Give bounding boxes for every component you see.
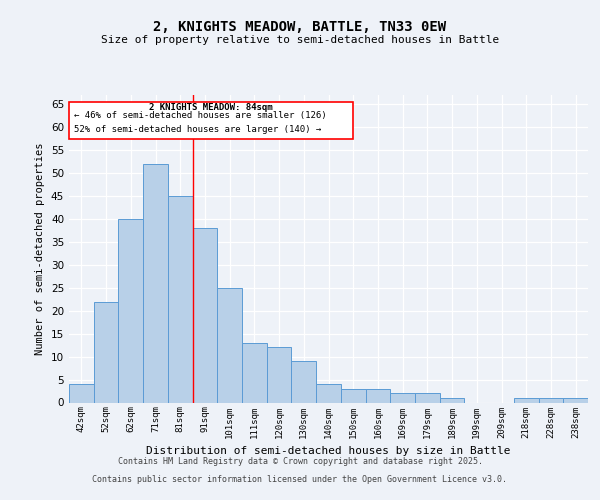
Bar — [316, 384, 341, 402]
Bar — [193, 228, 217, 402]
Bar — [217, 288, 242, 403]
Bar — [168, 196, 193, 402]
Bar — [440, 398, 464, 402]
Bar — [365, 388, 390, 402]
Bar — [415, 394, 440, 402]
Bar — [94, 302, 118, 402]
Bar — [143, 164, 168, 402]
Bar — [563, 398, 588, 402]
Bar — [292, 361, 316, 403]
Y-axis label: Number of semi-detached properties: Number of semi-detached properties — [35, 142, 46, 355]
Text: 2 KNIGHTS MEADOW: 84sqm: 2 KNIGHTS MEADOW: 84sqm — [149, 104, 273, 112]
Bar — [242, 343, 267, 402]
Text: 52% of semi-detached houses are larger (140) →: 52% of semi-detached houses are larger (… — [74, 125, 322, 134]
Bar — [341, 388, 365, 402]
Bar — [390, 394, 415, 402]
Bar — [267, 348, 292, 403]
Bar — [539, 398, 563, 402]
Text: 2, KNIGHTS MEADOW, BATTLE, TN33 0EW: 2, KNIGHTS MEADOW, BATTLE, TN33 0EW — [154, 20, 446, 34]
Text: Size of property relative to semi-detached houses in Battle: Size of property relative to semi-detach… — [101, 35, 499, 45]
Bar — [514, 398, 539, 402]
Text: ← 46% of semi-detached houses are smaller (126): ← 46% of semi-detached houses are smalle… — [74, 112, 327, 120]
FancyBboxPatch shape — [69, 102, 353, 139]
Bar — [118, 219, 143, 402]
Text: Contains public sector information licensed under the Open Government Licence v3: Contains public sector information licen… — [92, 475, 508, 484]
Text: Contains HM Land Registry data © Crown copyright and database right 2025.: Contains HM Land Registry data © Crown c… — [118, 458, 482, 466]
X-axis label: Distribution of semi-detached houses by size in Battle: Distribution of semi-detached houses by … — [146, 446, 511, 456]
Bar — [69, 384, 94, 402]
